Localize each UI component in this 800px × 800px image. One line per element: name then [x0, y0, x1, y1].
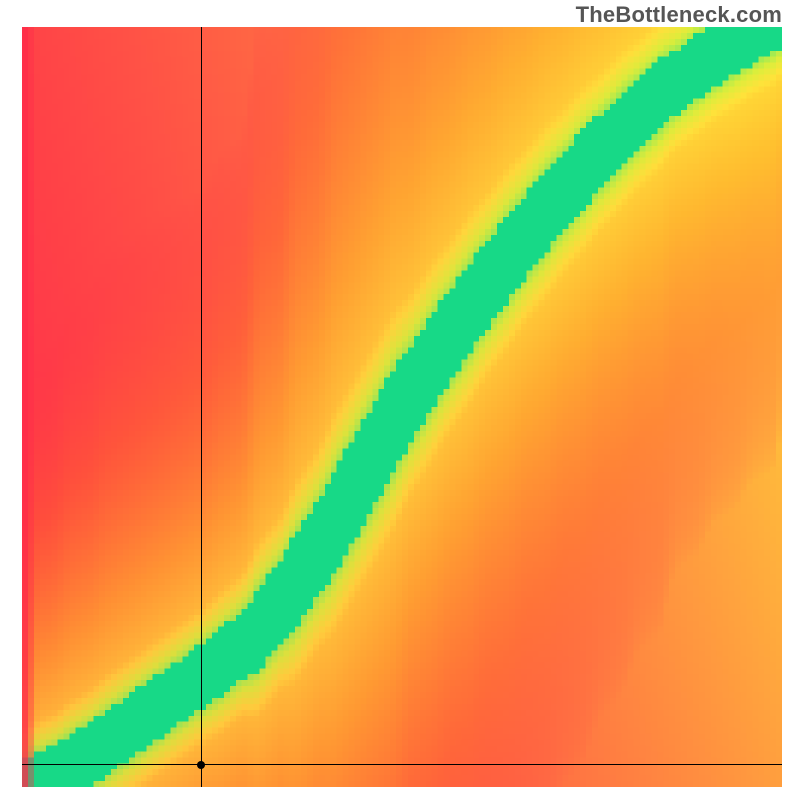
watermark-text: TheBottleneck.com: [576, 2, 782, 28]
y-axis-line: [201, 27, 202, 787]
heatmap-canvas: [22, 27, 782, 787]
x-axis-line: [22, 764, 782, 765]
axis-marker-dot: [197, 761, 205, 769]
plot-area: [22, 27, 782, 787]
